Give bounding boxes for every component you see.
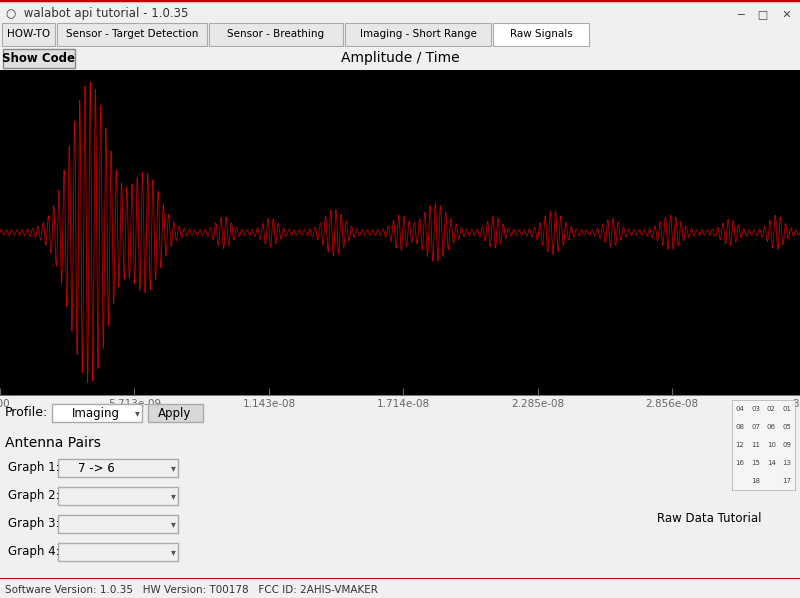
Text: 15: 15 xyxy=(751,460,760,466)
Bar xyxy=(58,487,178,505)
Bar xyxy=(58,515,178,533)
Text: 7 -> 6: 7 -> 6 xyxy=(78,462,114,474)
Text: Show Code: Show Code xyxy=(2,51,75,65)
Text: Raw Signals: Raw Signals xyxy=(510,29,572,39)
Text: 01: 01 xyxy=(782,406,792,412)
Text: ▾: ▾ xyxy=(135,408,140,418)
Bar xyxy=(52,404,142,422)
Text: 06: 06 xyxy=(767,424,776,430)
Text: Graph 3:: Graph 3: xyxy=(8,517,59,530)
Bar xyxy=(493,23,589,46)
Text: 10: 10 xyxy=(767,442,776,448)
Text: 03: 03 xyxy=(751,406,760,412)
Text: Amplitude / Time: Amplitude / Time xyxy=(341,51,459,65)
Text: Imaging - Short Range: Imaging - Short Range xyxy=(359,29,477,39)
Bar xyxy=(2,23,55,46)
Text: 05: 05 xyxy=(782,424,791,430)
Text: 13: 13 xyxy=(782,460,792,466)
Text: 09: 09 xyxy=(782,442,792,448)
Bar xyxy=(57,23,207,46)
Text: Imaging: Imaging xyxy=(72,407,120,420)
Text: 14: 14 xyxy=(767,460,776,466)
Text: 16: 16 xyxy=(735,460,744,466)
Text: 11: 11 xyxy=(751,442,760,448)
Text: Antenna Pairs: Antenna Pairs xyxy=(5,436,101,450)
Bar xyxy=(148,404,203,422)
Text: 04: 04 xyxy=(735,406,744,412)
Text: 12: 12 xyxy=(735,442,744,448)
Text: HOW-TO: HOW-TO xyxy=(7,29,50,39)
Text: 02: 02 xyxy=(767,406,776,412)
Text: Apply: Apply xyxy=(158,407,192,420)
Bar xyxy=(209,23,343,46)
Text: Graph 1:: Graph 1: xyxy=(8,462,60,474)
Text: Sensor - Breathing: Sensor - Breathing xyxy=(227,29,325,39)
Text: ▾: ▾ xyxy=(171,491,176,501)
Text: 17: 17 xyxy=(782,478,792,484)
Text: ▾: ▾ xyxy=(171,547,176,557)
Bar xyxy=(58,543,178,561)
Bar xyxy=(3,49,75,68)
Text: Software Version: 1.0.35   HW Version: T00178   FCC ID: 2AHIS-VMAKER: Software Version: 1.0.35 HW Version: T00… xyxy=(5,585,378,595)
Text: ▾: ▾ xyxy=(171,463,176,473)
Text: ○  walabot api tutorial - 1.0.35: ○ walabot api tutorial - 1.0.35 xyxy=(6,8,188,20)
Text: ─    □    ✕: ─ □ ✕ xyxy=(738,9,792,19)
Text: Sensor - Target Detection: Sensor - Target Detection xyxy=(66,29,198,39)
Text: Graph 2:: Graph 2: xyxy=(8,490,60,502)
Text: 18: 18 xyxy=(751,478,760,484)
Text: Profile:: Profile: xyxy=(5,407,48,420)
Text: Raw Data Tutorial: Raw Data Tutorial xyxy=(658,511,762,524)
Text: ▾: ▾ xyxy=(171,519,176,529)
Text: 07: 07 xyxy=(751,424,760,430)
Text: 08: 08 xyxy=(735,424,744,430)
Bar xyxy=(345,23,491,46)
Bar xyxy=(58,459,178,477)
Text: Graph 4:: Graph 4: xyxy=(8,545,60,559)
